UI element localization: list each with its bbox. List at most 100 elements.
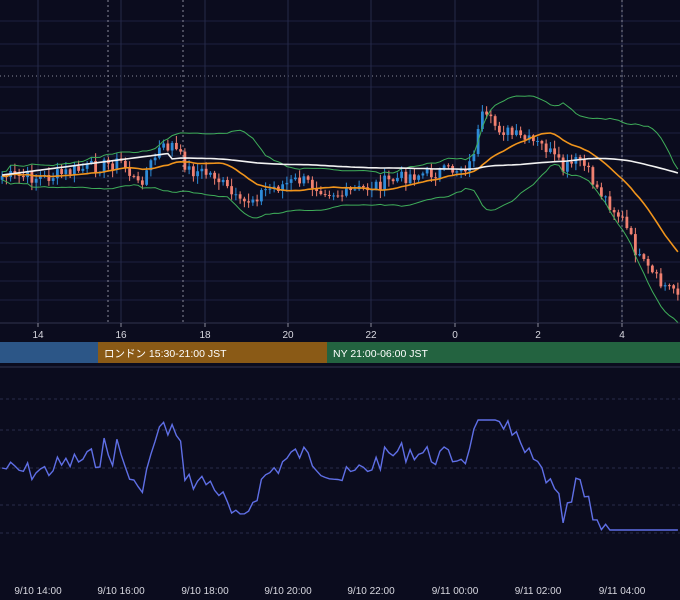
candle-body [132,175,136,177]
candle-body [463,169,467,172]
candle-body [136,176,140,181]
candle-body [378,181,382,191]
candle-body [94,160,98,173]
candle-body [85,163,89,169]
candle-body [425,168,429,174]
oscillator-x-tick-label: 9/11 02:00 [515,586,562,597]
candle-body [667,285,671,287]
candle-body [60,169,64,174]
candle-body [608,196,612,211]
candle-body [21,176,25,178]
candle-body [166,143,170,151]
candle-body [34,178,38,183]
candle-body [570,161,574,164]
candle-body [506,127,510,135]
candle-body [578,157,582,160]
price-x-tick-label: 14 [32,330,44,341]
candle-body [310,179,314,189]
candle-body [153,157,157,161]
candle-body [255,199,259,202]
candle-body [531,135,535,142]
candle-body [510,127,514,135]
candle-body [55,169,59,179]
candle-body [204,168,208,175]
price-x-tick-label: 18 [199,330,211,341]
candle-body [544,143,548,153]
candle-body [434,177,438,179]
candle-body [391,179,395,182]
candle-body [187,166,191,170]
oscillator-x-tick-label: 9/10 22:00 [347,586,395,597]
candle-body [459,169,463,172]
candle-body [0,175,4,180]
candle-body [672,285,676,289]
candle-body [102,159,106,173]
candle-body [387,175,391,180]
candle-body [582,159,586,166]
candle-body [599,187,603,197]
price-x-tick-label: 2 [535,330,541,341]
candle-body [642,254,646,259]
candle-body [616,212,620,217]
oscillator-x-tick-label: 9/10 16:00 [97,586,145,597]
candle-body [676,288,680,295]
moving-average-long [1,152,679,176]
candle-body [553,148,557,155]
moving-average-short [1,132,679,253]
candle-body [561,157,565,172]
candle-body [289,179,293,183]
candle-body [659,273,663,287]
candle-body [306,176,310,180]
candle-body [548,148,552,153]
candle-body [353,189,357,191]
candle-body [149,160,153,171]
oscillator-x-tick-label: 9/11 04:00 [599,586,646,597]
candle-body [242,198,246,202]
candle-body [604,196,608,198]
candle-body [412,174,416,180]
candle-body [268,188,272,190]
candle-body [646,258,650,266]
candle-body [587,165,591,168]
candle-body [557,154,561,158]
candle-body [298,177,302,184]
candle-body [540,140,544,144]
candle-body [591,167,595,185]
candle-body [438,169,442,179]
candle-body [13,171,17,174]
candle-body [655,272,659,274]
candle-body [455,171,459,173]
session-segment [327,342,680,363]
candle-body [89,160,93,164]
oscillator-line [1,419,678,531]
candle-body [523,135,527,140]
oscillator-x-tick-label: 9/10 18:00 [181,586,229,597]
price-x-tick-label: 4 [619,330,625,341]
candle-body [612,210,616,213]
candle-body [72,166,76,175]
candle-body [234,194,238,196]
candle-body [633,234,637,256]
session-label: NY 21:00-06:00 JST [333,348,429,360]
candle-body [264,189,268,191]
candle-body [536,140,540,142]
candle-body [514,130,518,135]
candle-body [344,187,348,196]
candle-body [140,180,144,185]
oscillator-panel: 9/10 14:00 9/10 16:00 9/10 18:00 9/10 20:00… [0,366,680,597]
candle-body [64,169,68,174]
candle-body [472,153,476,162]
candle-body [221,179,225,183]
candle-body [404,171,408,184]
candle-body [162,143,166,148]
candle-body [293,177,297,180]
session-band: ロンドン 15:30-21:00 JST NY 21:00-06:00 JST [0,342,680,363]
candle-body [128,168,132,176]
candle-body [650,265,654,273]
candle-body [157,147,161,158]
candle-body [383,175,387,191]
candle-body [493,116,497,126]
candle-body [77,166,81,171]
